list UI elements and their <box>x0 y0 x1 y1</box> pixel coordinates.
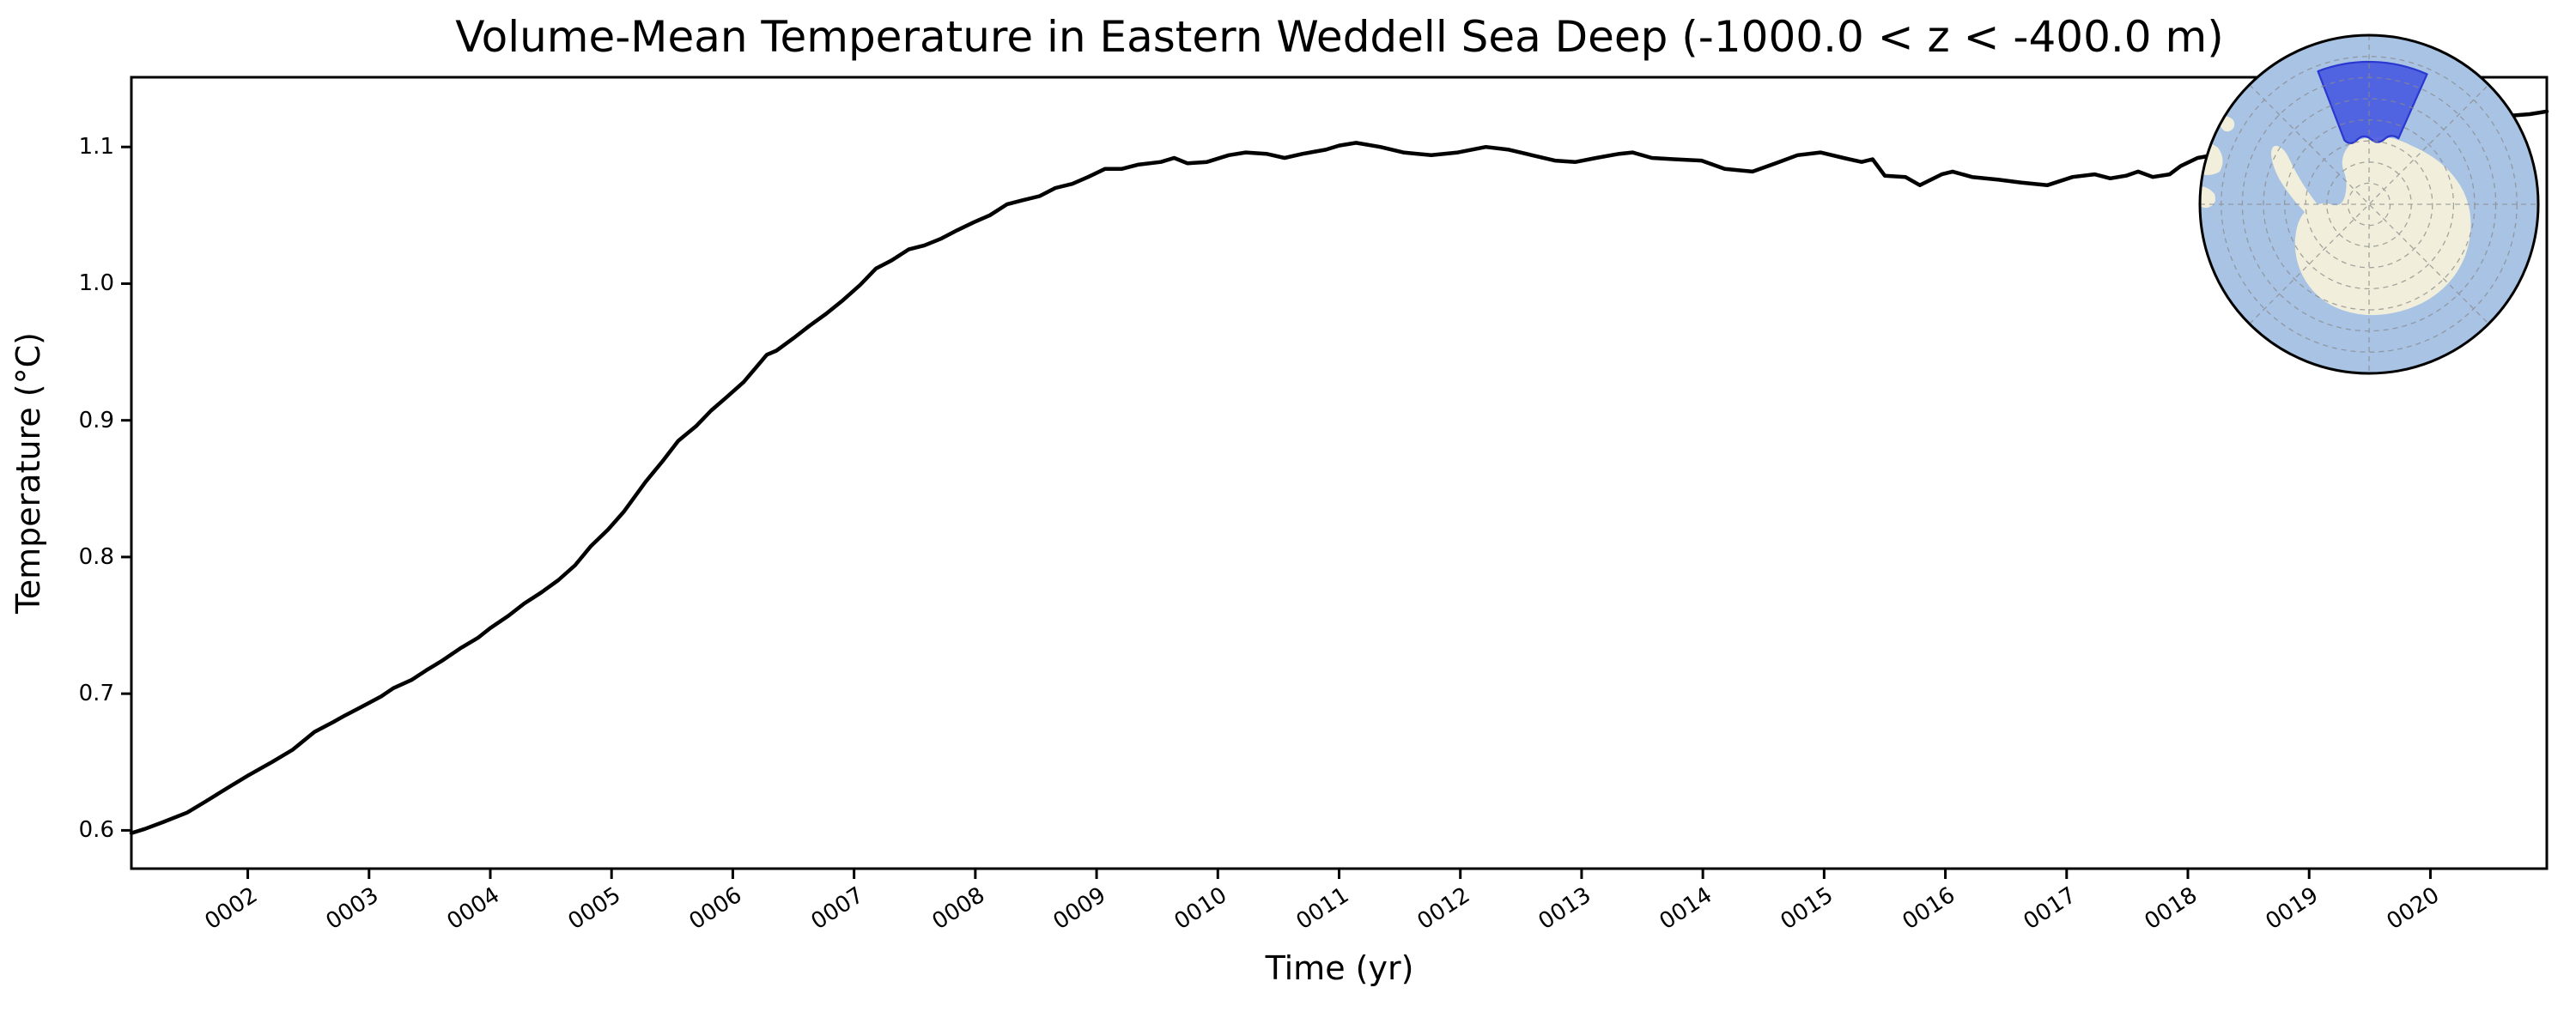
axis-tick-marks <box>121 145 2432 879</box>
y-tick-label: 0.8 <box>78 543 114 570</box>
chart-title: Volume-Mean Temperature in Eastern Wedde… <box>455 12 2224 62</box>
temperature-line <box>129 109 2549 835</box>
y-tick-label: 1.1 <box>78 134 114 161</box>
y-axis-label: Temperature (°C) <box>9 332 47 614</box>
y-tick-label: 0.9 <box>78 407 114 433</box>
x-axis-label: Time (yr) <box>1265 949 1414 987</box>
y-tick-label: 0.7 <box>78 681 114 707</box>
graticule-lines <box>2200 35 2538 373</box>
inset-outline <box>2198 33 2540 375</box>
inset-map <box>2198 33 2540 375</box>
y-tick-label: 0.6 <box>78 817 114 844</box>
y-tick-label: 1.0 <box>78 270 114 297</box>
antarctica-landmass <box>2200 116 2471 316</box>
plot-frame <box>130 76 2549 870</box>
